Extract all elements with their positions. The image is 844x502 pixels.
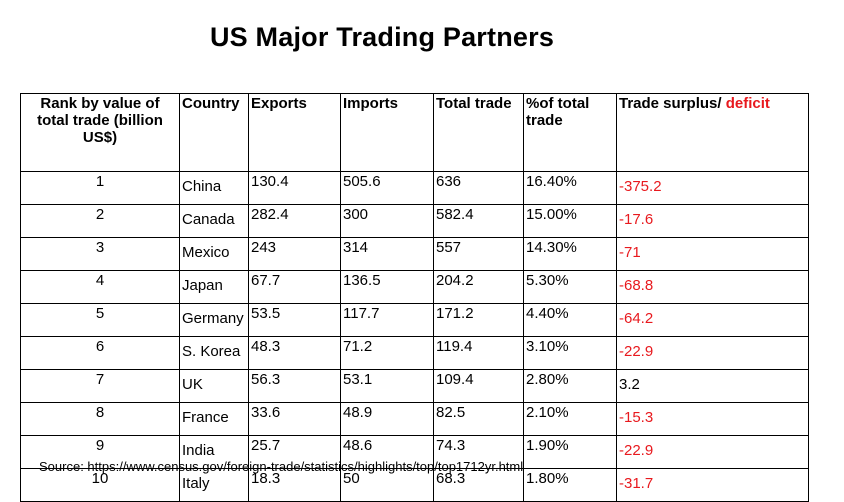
cell-exports: 53.5 bbox=[248, 303, 341, 337]
cell-trade-balance: 3.2 bbox=[616, 369, 809, 403]
cell-share: 1.80% bbox=[523, 468, 617, 502]
cell-rank: 2 bbox=[20, 204, 180, 238]
header-exports: Exports bbox=[248, 93, 341, 172]
header-balance-deficit: deficit bbox=[725, 95, 770, 112]
cell-share: 2.80% bbox=[523, 369, 617, 403]
table-row: 9 India 25.7 48.6 74.3 1.90% -22.9 bbox=[20, 435, 809, 469]
cell-trade-balance: -375.2 bbox=[616, 171, 809, 205]
cell-exports: 56.3 bbox=[248, 369, 341, 403]
cell-imports: 48.9 bbox=[340, 402, 434, 436]
cell-country: Japan bbox=[179, 270, 249, 304]
cell-imports: 136.5 bbox=[340, 270, 434, 304]
cell-exports: 48.3 bbox=[248, 336, 341, 370]
cell-country: France bbox=[179, 402, 249, 436]
cell-share: 16.40% bbox=[523, 171, 617, 205]
cell-total-trade: 557 bbox=[433, 237, 524, 271]
cell-exports: 243 bbox=[248, 237, 341, 271]
cell-share: 14.30% bbox=[523, 237, 617, 271]
cell-rank: 6 bbox=[20, 336, 180, 370]
header-imports: Imports bbox=[340, 93, 434, 172]
cell-rank: 7 bbox=[20, 369, 180, 403]
cell-rank: 4 bbox=[20, 270, 180, 304]
cell-trade-balance: -17.6 bbox=[616, 204, 809, 238]
table-row: 1 China 130.4 505.6 636 16.40% -375.2 bbox=[20, 171, 809, 205]
cell-imports: 117.7 bbox=[340, 303, 434, 337]
cell-total-trade: 582.4 bbox=[433, 204, 524, 238]
cell-exports: 282.4 bbox=[248, 204, 341, 238]
cell-country: UK bbox=[179, 369, 249, 403]
table-row: 5 Germany 53.5 117.7 171.2 4.40% -64.2 bbox=[20, 303, 809, 337]
cell-imports: 71.2 bbox=[340, 336, 434, 370]
header-balance-prefix: Trade surplus/ bbox=[619, 95, 726, 112]
cell-share: 2.10% bbox=[523, 402, 617, 436]
cell-country: China bbox=[179, 171, 249, 205]
cell-share: 4.40% bbox=[523, 303, 617, 337]
cell-imports: 505.6 bbox=[340, 171, 434, 205]
cell-share: 1.90% bbox=[523, 435, 617, 469]
cell-trade-balance: -22.9 bbox=[616, 435, 809, 469]
cell-total-trade: 74.3 bbox=[433, 435, 524, 469]
cell-country: Canada bbox=[179, 204, 249, 238]
cell-imports: 300 bbox=[340, 204, 434, 238]
trading-partners-table: Rank by value of total trade (billion US… bbox=[20, 93, 809, 502]
page-title: US Major Trading Partners bbox=[209, 22, 555, 52]
cell-share: 5.30% bbox=[523, 270, 617, 304]
cell-trade-balance: -15.3 bbox=[616, 402, 809, 436]
cell-trade-balance: -68.8 bbox=[616, 270, 809, 304]
cell-total-trade: 109.4 bbox=[433, 369, 524, 403]
cell-trade-balance: -31.7 bbox=[616, 468, 809, 502]
cell-exports: 67.7 bbox=[248, 270, 341, 304]
cell-trade-balance: -71 bbox=[616, 237, 809, 271]
cell-total-trade: 171.2 bbox=[433, 303, 524, 337]
header-country: Country bbox=[179, 93, 249, 172]
table-row: 6 S. Korea 48.3 71.2 119.4 3.10% -22.9 bbox=[20, 336, 809, 370]
cell-imports: 314 bbox=[340, 237, 434, 271]
cell-rank: 3 bbox=[20, 237, 180, 271]
cell-share: 15.00% bbox=[523, 204, 617, 238]
table-row: 2 Canada 282.4 300 582.4 15.00% -17.6 bbox=[20, 204, 809, 238]
cell-rank: 8 bbox=[20, 402, 180, 436]
table-row: 7 UK 56.3 53.1 109.4 2.80% 3.2 bbox=[20, 369, 809, 403]
cell-country: Germany bbox=[179, 303, 249, 337]
header-rank: Rank by value of total trade (billion US… bbox=[20, 93, 180, 172]
cell-share: 3.10% bbox=[523, 336, 617, 370]
cell-country: S. Korea bbox=[179, 336, 249, 370]
cell-total-trade: 204.2 bbox=[433, 270, 524, 304]
header-share: %of total trade bbox=[523, 93, 617, 172]
cell-country: Mexico bbox=[179, 237, 249, 271]
table-header-row: Rank by value of total trade (billion US… bbox=[20, 93, 809, 172]
cell-rank: 5 bbox=[20, 303, 180, 337]
table-row: 4 Japan 67.7 136.5 204.2 5.30% -68.8 bbox=[20, 270, 809, 304]
cell-trade-balance: -22.9 bbox=[616, 336, 809, 370]
cell-total-trade: 636 bbox=[433, 171, 524, 205]
cell-exports: 130.4 bbox=[248, 171, 341, 205]
cell-trade-balance: -64.2 bbox=[616, 303, 809, 337]
table-row: 3 Mexico 243 314 557 14.30% -71 bbox=[20, 237, 809, 271]
table-body: 1 China 130.4 505.6 636 16.40% -375.2 2 Canada 28… bbox=[20, 171, 809, 502]
source-note: Source: https://www.census.gov/foreign-t… bbox=[39, 459, 524, 474]
cell-rank: 1 bbox=[20, 171, 180, 205]
cell-imports: 53.1 bbox=[340, 369, 434, 403]
cell-exports: 33.6 bbox=[248, 402, 341, 436]
table-row: 8 France 33.6 48.9 82.5 2.10% -15.3 bbox=[20, 402, 809, 436]
cell-total-trade: 119.4 bbox=[433, 336, 524, 370]
cell-total-trade: 82.5 bbox=[433, 402, 524, 436]
header-total-trade: Total trade bbox=[433, 93, 524, 172]
header-trade-balance: Trade surplus/ deficit bbox=[616, 93, 809, 172]
